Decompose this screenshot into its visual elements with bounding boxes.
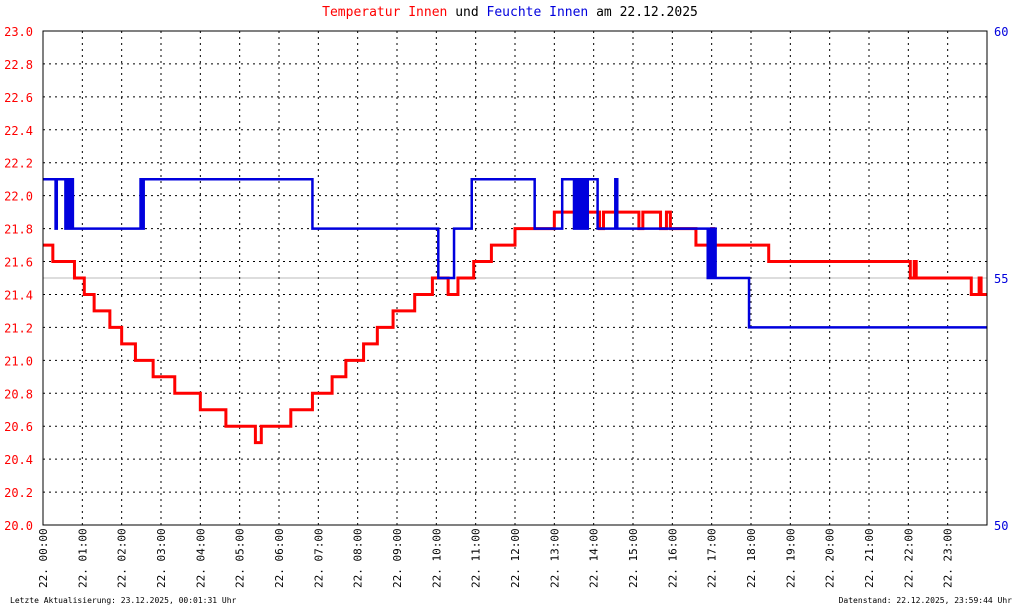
x-tick-label: 22. 13:00 — [548, 528, 561, 588]
y-left-tick-label: 22.0 — [4, 190, 33, 204]
x-tick-label: 22. 22:00 — [902, 528, 915, 588]
x-tick-label: 22. 00:00 — [37, 528, 50, 588]
y-left-tick-label: 22.6 — [4, 91, 33, 105]
y-left-tick-label: 20.4 — [4, 453, 33, 467]
y-left-tick-label: 20.8 — [4, 387, 33, 401]
x-tick-label: 22. 08:00 — [352, 528, 365, 588]
title-connector2: am — [596, 5, 612, 20]
chart-title: Temperatur Innen und Feuchte Innen am 22… — [0, 5, 1020, 20]
y-left-tick-label: 21.8 — [4, 223, 33, 237]
title-series2: Feuchte Innen — [486, 5, 589, 20]
y-left-tick-label: 20.0 — [4, 519, 33, 533]
x-tick-label: 22. 21:00 — [863, 528, 876, 588]
x-tick-label: 22. 15:00 — [627, 528, 640, 588]
title-date: 22.12.2025 — [619, 5, 698, 20]
x-tick-label: 22. 18:00 — [745, 528, 758, 588]
x-tick-label: 22. 12:00 — [509, 528, 522, 588]
footer-last-update: Letzte Aktualisierung: 23.12.2025, 00:01… — [10, 596, 237, 605]
x-tick-label: 22. 06:00 — [273, 528, 286, 588]
x-tick-label: 22. 02:00 — [116, 528, 129, 588]
y-left-tick-label: 21.4 — [4, 288, 33, 302]
x-tick-label: 22. 16:00 — [666, 528, 679, 588]
y-left-tick-label: 21.6 — [4, 256, 33, 270]
x-tick-label: 22. 17:00 — [706, 528, 719, 588]
x-tick-label: 22. 14:00 — [588, 528, 601, 588]
y-left-tick-label: 21.2 — [4, 321, 33, 335]
x-tick-label: 22. 07:00 — [312, 528, 325, 588]
x-tick-label: 22. 04:00 — [194, 528, 207, 588]
x-tick-label: 22. 01:00 — [76, 528, 89, 588]
footer-data-status: Datenstand: 22.12.2025, 23:59:44 Uhr — [838, 596, 1012, 605]
y-left-tick-label: 23.0 — [4, 25, 33, 39]
title-connector1: und — [455, 5, 479, 20]
y-right-tick-label: 55 — [994, 272, 1008, 286]
y-left-tick-label: 22.8 — [4, 58, 33, 72]
series-line-2 — [43, 177, 987, 329]
x-tick-label: 22. 23:00 — [942, 528, 955, 588]
x-tick-label: 22. 03:00 — [155, 528, 168, 588]
x-tick-label: 22. 19:00 — [784, 528, 797, 588]
y-left-tick-label: 22.2 — [4, 157, 33, 171]
y-right-tick-label: 60 — [994, 25, 1008, 39]
y-left-tick-label: 22.4 — [4, 124, 33, 138]
title-series1: Temperatur Innen — [322, 5, 448, 20]
y-left-tick-label: 21.0 — [4, 354, 33, 368]
y-left-tick-label: 20.6 — [4, 420, 33, 434]
x-tick-label: 22. 20:00 — [824, 528, 837, 588]
plot-frame — [42, 30, 988, 526]
x-tick-label: 22. 09:00 — [391, 528, 404, 588]
x-tick-label: 22. 11:00 — [470, 528, 483, 588]
x-tick-label: 22. 10:00 — [430, 528, 443, 588]
y-left-tick-label: 20.2 — [4, 486, 33, 500]
y-right-tick-label: 50 — [994, 519, 1008, 533]
x-tick-label: 22. 05:00 — [234, 528, 247, 588]
